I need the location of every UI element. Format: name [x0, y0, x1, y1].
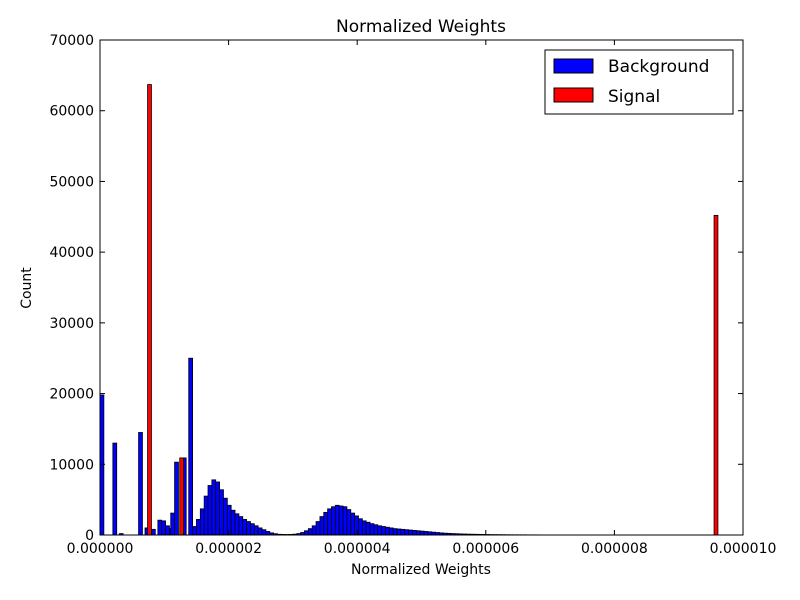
x-tick-label: 0.000008 — [581, 541, 648, 557]
background-bar — [365, 521, 371, 536]
background-bar — [112, 442, 118, 536]
background-bar — [323, 511, 329, 536]
background-bar — [165, 525, 170, 536]
background-bar — [327, 508, 332, 536]
background-bar — [396, 528, 402, 536]
background-bar — [350, 512, 356, 536]
background-bar — [319, 516, 325, 536]
background-bar — [207, 485, 213, 536]
y-axis-title: Count — [19, 267, 35, 309]
background-bar — [192, 526, 197, 536]
background-bar — [242, 519, 248, 536]
chart-title: Normalized Weights — [336, 17, 506, 37]
legend-swatch-background — [553, 58, 594, 74]
background-bar — [138, 432, 143, 536]
background-bar — [412, 530, 417, 536]
background-bar — [361, 520, 367, 536]
background-bar — [419, 530, 425, 536]
background-bar — [408, 529, 413, 536]
background-bar — [265, 531, 271, 536]
y-tick-label: 20000 — [49, 387, 94, 403]
background-bar — [199, 508, 205, 536]
background-bar — [311, 525, 317, 536]
background-bar — [404, 529, 410, 536]
legend: Background Signal — [544, 49, 734, 115]
background-bar — [415, 530, 421, 536]
signal-bar — [147, 84, 152, 536]
background-bar — [238, 516, 244, 536]
x-tick-label: 0.000002 — [195, 541, 262, 557]
background-bar — [196, 519, 201, 536]
background-bar — [369, 523, 375, 536]
y-tick-label: 30000 — [49, 316, 94, 332]
signal-bar — [713, 214, 719, 536]
legend-swatch-signal — [553, 87, 594, 103]
y-tick-label: 40000 — [49, 245, 94, 261]
background-bar — [170, 512, 175, 536]
plot-frame — [99, 39, 744, 536]
background-bar — [246, 521, 251, 536]
background-bar — [304, 530, 309, 536]
background-bar — [377, 525, 383, 536]
background-bar — [257, 527, 263, 536]
x-tick-label: 0.000006 — [452, 541, 519, 557]
background-bar — [234, 513, 240, 536]
background-bar — [400, 528, 406, 536]
background-bar — [358, 518, 363, 536]
background-bar — [223, 497, 228, 536]
background-bar — [157, 519, 163, 536]
background-bar — [211, 479, 217, 536]
background-bar — [381, 526, 386, 536]
background-bar — [250, 523, 255, 536]
x-axis: 0.000000 0.000002 0.000004 0.000006 0.000008… — [67, 40, 777, 557]
y-tick-label: 70000 — [49, 33, 94, 49]
background-bar — [151, 528, 156, 536]
background-bar — [342, 506, 348, 536]
background-bar — [338, 505, 344, 536]
background-bar — [385, 526, 390, 536]
background-bar — [388, 527, 394, 536]
background-bar — [334, 504, 340, 536]
signal-bar — [179, 457, 184, 536]
legend-label-background: Background — [608, 57, 709, 77]
background-bar — [392, 528, 398, 536]
y-axis: 0 10000 20000 30000 40000 50000 60000 70000 — [49, 33, 743, 544]
background-bar — [215, 481, 221, 536]
background-bar — [161, 520, 166, 536]
background-bar — [203, 495, 209, 536]
y-tick-label: 50000 — [49, 174, 94, 190]
background-bar — [261, 529, 267, 536]
x-axis-title: Normalized Weights — [351, 562, 491, 578]
background-bar — [331, 506, 336, 536]
y-tick-label: 60000 — [49, 104, 94, 120]
legend-label-signal: Signal — [608, 87, 660, 107]
background-bar — [354, 515, 359, 536]
background-bar — [253, 525, 259, 536]
background-bar — [188, 357, 193, 536]
y-tick-label: 0 — [85, 528, 94, 544]
y-tick-label: 10000 — [49, 457, 94, 473]
background-bar — [307, 528, 313, 536]
x-tick-label: 0.000000 — [67, 541, 134, 557]
background-bar — [226, 504, 232, 536]
x-tick-label: 0.000010 — [710, 541, 777, 557]
background-bar — [219, 489, 224, 536]
background-bar — [423, 531, 429, 536]
background-bar — [315, 521, 321, 536]
background-bar — [373, 524, 379, 536]
background-bar — [174, 461, 179, 536]
background-bar — [230, 509, 236, 536]
background-bar — [346, 509, 352, 536]
background-bar — [99, 394, 105, 536]
x-tick-label: 0.000004 — [324, 541, 391, 557]
